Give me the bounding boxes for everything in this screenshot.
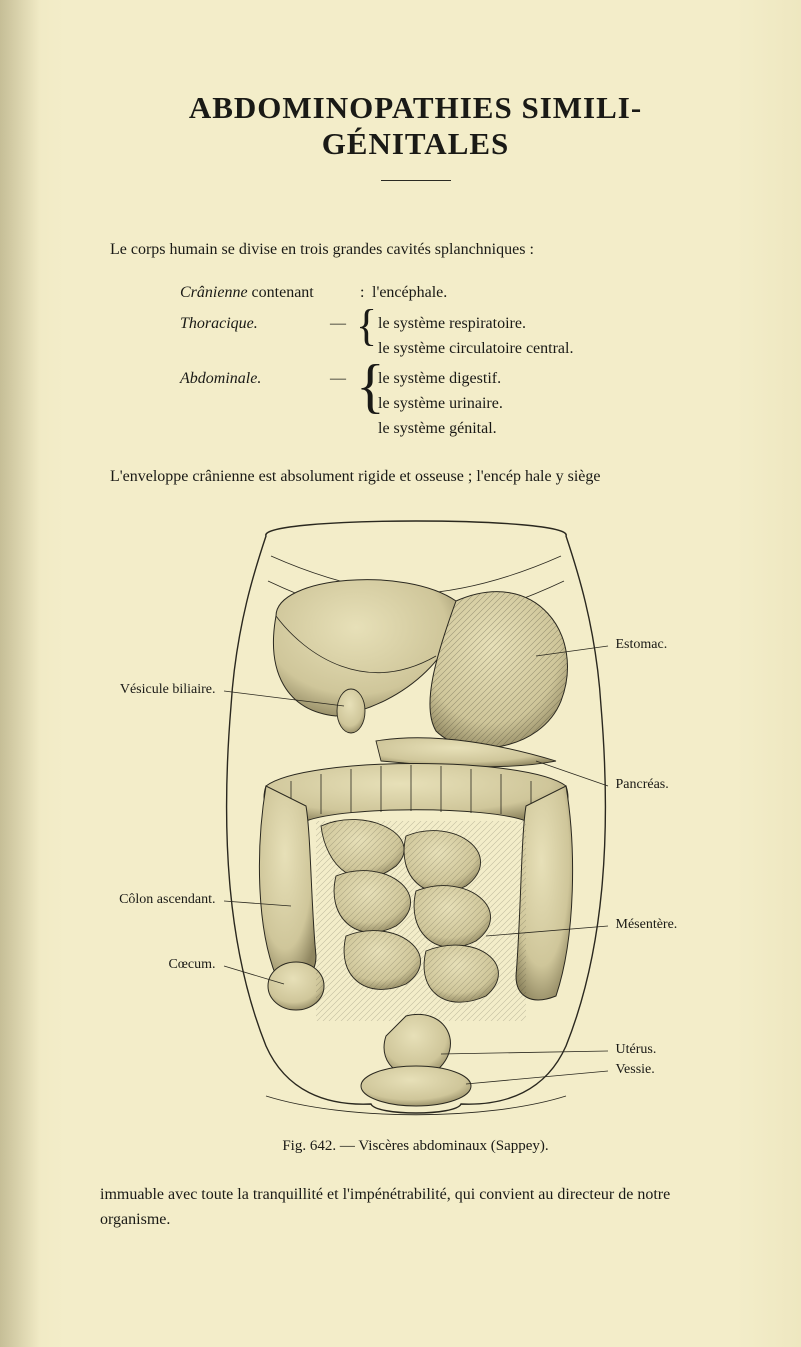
- taxonomy-label: Thoracique.: [180, 312, 330, 337]
- figure-label-colon-ascendant: Côlon ascendant.: [119, 892, 215, 908]
- figure-label-coecum: Cœcum.: [168, 957, 215, 973]
- taxonomy-label: Crânienne contenant: [180, 281, 330, 306]
- transverse-colon: [264, 763, 568, 822]
- taxonomy-item: l'encéphale.: [372, 281, 447, 306]
- ascending-colon: [259, 786, 316, 980]
- taxonomy-items: le système respiratoire. le système circ…: [378, 312, 573, 362]
- figure-label-mesentere: Mésentère.: [616, 917, 678, 933]
- taxonomy-label-text: Crânienne: [180, 284, 248, 301]
- intro-paragraph: Le corps humain se divise en trois grand…: [110, 241, 731, 259]
- figure-caption-text: Viscères abdominaux (Sappey).: [358, 1138, 548, 1154]
- pancreas: [376, 738, 556, 767]
- figure-label-estomac: Estomac.: [616, 637, 668, 653]
- taxonomy-block: Crânienne contenant : l'encéphale. Thora…: [180, 281, 731, 442]
- figure-label-vesicule: Vésicule biliaire.: [120, 682, 216, 698]
- taxonomy-row-thoracique: Thoracique. — { le système respiratoire.…: [180, 312, 731, 362]
- liver: [273, 579, 457, 715]
- taxonomy-verb: contenant: [252, 284, 314, 301]
- cecum: [268, 962, 324, 1010]
- page-title: ABDOMINOPATHIES SIMILI-GÉNITALES: [100, 90, 731, 162]
- figure-label-vessie: Vessie.: [616, 1062, 655, 1078]
- intestine-hatch: [316, 821, 526, 1021]
- taxonomy-items: le système digestif. le système urinaire…: [378, 367, 503, 441]
- envelope-paragraph: L'enveloppe crânienne est absolument rig…: [110, 468, 731, 486]
- taxonomy-items: l'encéphale.: [372, 281, 447, 306]
- figure-anatomy: Vésicule biliaire. Côlon ascendant. Cœcu…: [106, 506, 726, 1126]
- taxonomy-row-cranienne: Crânienne contenant : l'encéphale.: [180, 281, 731, 306]
- brace-icon: {: [356, 306, 377, 346]
- figure-caption: Fig. 642. — Viscères abdominaux (Sappey)…: [100, 1138, 731, 1155]
- figure-caption-prefix: Fig. 642. —: [282, 1138, 358, 1154]
- taxonomy-row-abdominale: Abdominale. — { le système digestif. le …: [180, 367, 731, 441]
- figure-label-pancreas: Pancréas.: [616, 777, 669, 793]
- anatomy-svg: [106, 506, 726, 1126]
- spine-shadow: [0, 0, 40, 1347]
- taxonomy-item: le système circulatoire central.: [378, 337, 573, 362]
- closing-paragraph: immuable avec toute la tranquillité et l…: [100, 1183, 721, 1233]
- page-root: ABDOMINOPATHIES SIMILI-GÉNITALES Le corp…: [0, 0, 801, 1347]
- brace-icon: {: [356, 359, 385, 413]
- bladder: [361, 1066, 471, 1106]
- taxonomy-item: le système génital.: [378, 417, 503, 442]
- title-rule: [381, 180, 451, 181]
- taxonomy-item: le système respiratoire.: [378, 312, 573, 337]
- gallbladder: [337, 689, 365, 733]
- figure-label-uterus: Utérus.: [616, 1042, 657, 1058]
- taxonomy-item: le système digestif.: [378, 367, 503, 392]
- taxonomy-label: Abdominale.: [180, 367, 330, 392]
- taxonomy-item: le système urinaire.: [378, 392, 503, 417]
